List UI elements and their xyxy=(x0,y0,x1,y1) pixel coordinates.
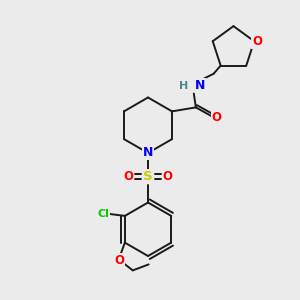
Text: O: O xyxy=(114,254,124,267)
Text: N: N xyxy=(143,146,153,160)
Text: Cl: Cl xyxy=(97,209,109,219)
Text: O: O xyxy=(123,170,133,183)
Text: O: O xyxy=(163,170,173,183)
Text: S: S xyxy=(143,170,153,183)
Text: O: O xyxy=(252,35,262,48)
Text: H: H xyxy=(178,81,188,91)
Text: O: O xyxy=(212,111,222,124)
Text: N: N xyxy=(195,79,205,92)
